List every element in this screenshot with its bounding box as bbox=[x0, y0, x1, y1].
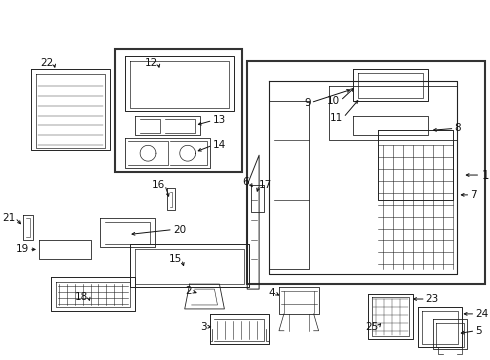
Text: 19: 19 bbox=[16, 244, 29, 255]
Text: 7: 7 bbox=[470, 190, 477, 200]
Text: 8: 8 bbox=[455, 123, 461, 134]
Text: 23: 23 bbox=[426, 294, 439, 304]
Text: 6: 6 bbox=[243, 177, 249, 187]
Text: 25: 25 bbox=[365, 322, 378, 332]
Text: 3: 3 bbox=[200, 322, 207, 332]
Text: 4: 4 bbox=[269, 288, 275, 298]
Text: 20: 20 bbox=[173, 225, 186, 235]
Text: 5: 5 bbox=[475, 326, 482, 336]
Text: 22: 22 bbox=[41, 58, 54, 68]
Text: 10: 10 bbox=[327, 96, 341, 105]
Text: 17: 17 bbox=[259, 180, 272, 190]
Text: 18: 18 bbox=[75, 292, 89, 302]
Text: 9: 9 bbox=[304, 98, 311, 108]
Text: 1: 1 bbox=[481, 168, 489, 181]
Text: 14: 14 bbox=[213, 140, 226, 150]
Text: 13: 13 bbox=[213, 116, 226, 126]
Text: 15: 15 bbox=[169, 255, 182, 264]
Text: 12: 12 bbox=[145, 58, 158, 68]
Text: 2: 2 bbox=[185, 286, 192, 296]
Bar bbox=[115, 49, 242, 172]
Bar bbox=[247, 61, 485, 284]
Text: 21: 21 bbox=[2, 213, 15, 223]
Text: 16: 16 bbox=[151, 180, 165, 190]
Text: 11: 11 bbox=[330, 113, 343, 122]
Text: 24: 24 bbox=[475, 309, 489, 319]
